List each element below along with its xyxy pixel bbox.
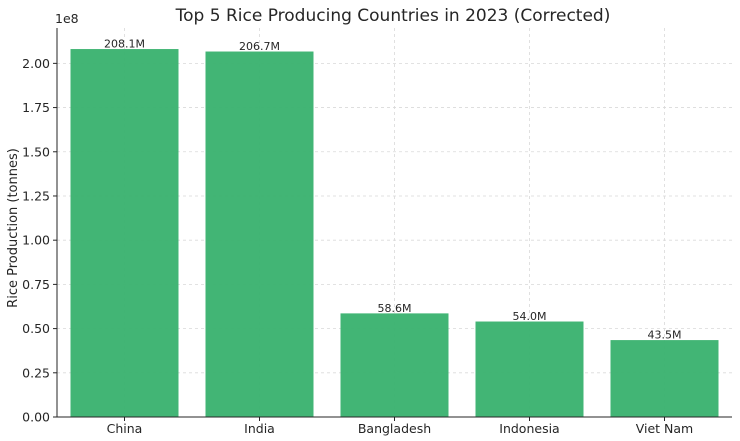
chart-title: Top 5 Rice Producing Countries in 2023 (… (175, 6, 611, 26)
bar-viet-nam (610, 340, 719, 417)
y-tick-label: 1.25 (22, 188, 50, 203)
bar-china (70, 49, 179, 418)
y-tick-label: 2.00 (22, 56, 50, 71)
bar-value-label: 43.5M (648, 329, 682, 342)
axes: 0.00 0.25 0.50 0.75 1.00 1.25 1.50 1.75 2.00 Chin… (22, 28, 732, 436)
x-tick-label: India (244, 421, 275, 436)
y-tick-label: 1.00 (22, 233, 50, 248)
bar-value-label: 54.0M (513, 310, 547, 323)
bar-value-label: 206.7M (239, 40, 280, 53)
y-tick-label: 0.25 (22, 365, 50, 380)
data-labels: 208.1M 206.7M 58.6M 54.0M 43.5M (104, 38, 681, 342)
x-tick-label: Viet Nam (636, 421, 694, 436)
x-tick-label: Indonesia (499, 421, 559, 436)
y-tick-label: 1.75 (22, 100, 50, 115)
bar-bangladesh (340, 313, 449, 417)
y-tick-label: 0.50 (22, 321, 50, 336)
bar-indonesia (475, 321, 584, 417)
y-axis-label: Rice Production (tonnes) (6, 148, 21, 308)
bar-value-label: 208.1M (104, 38, 145, 51)
y-tick-label: 0.00 (22, 410, 50, 425)
x-tick-label: China (107, 421, 143, 436)
bar-india (205, 51, 314, 418)
bar-value-label: 58.6M (378, 302, 412, 315)
x-tick-label: Bangladesh (358, 421, 431, 436)
y-axis-offset-label: 1e8 (55, 11, 79, 26)
y-tick-label: 0.75 (22, 277, 50, 292)
bars (70, 49, 719, 418)
y-tick-label: 1.50 (22, 144, 50, 159)
